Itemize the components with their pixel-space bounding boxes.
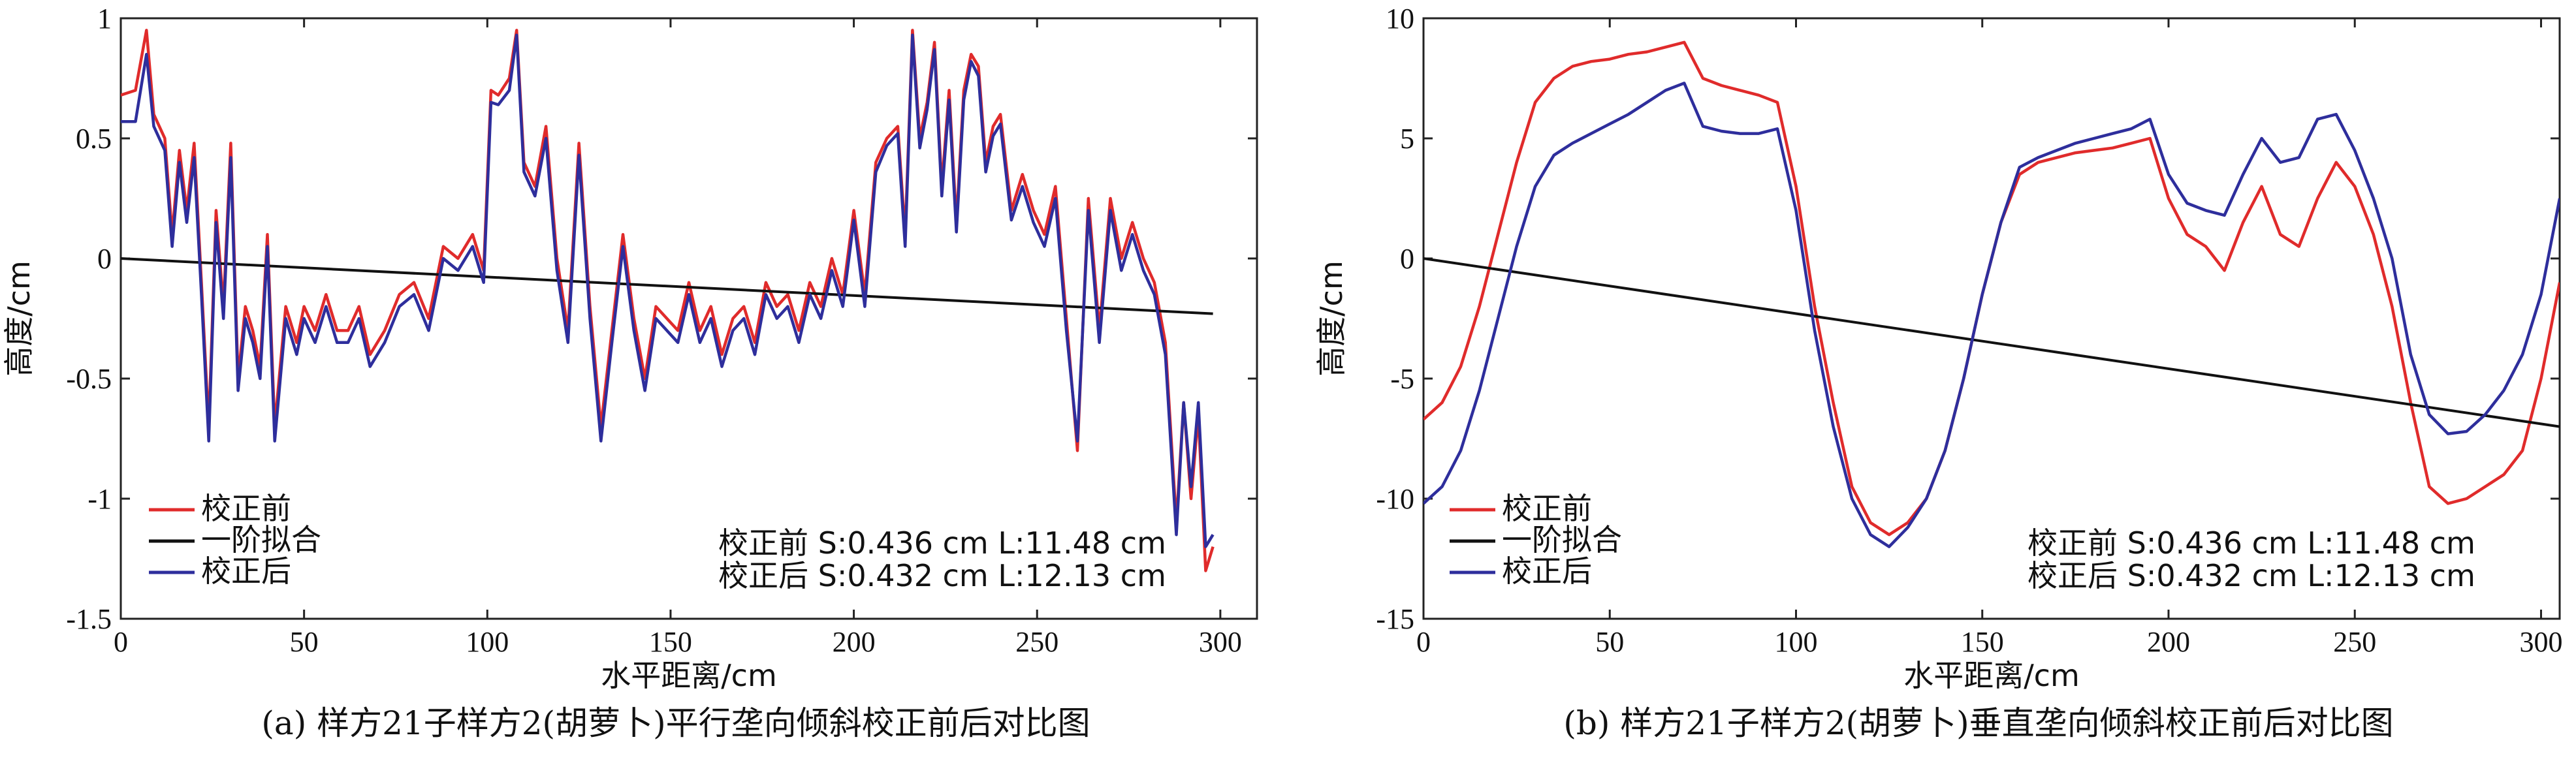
- y-tick-label: -5: [1390, 363, 1414, 395]
- x-tick-label: 300: [2519, 626, 2562, 658]
- x-tick-label: 0: [114, 626, 128, 658]
- y-tick-label: 0.5: [76, 123, 112, 155]
- stats-text: 校正前 S:0.436 cm L:11.48 cm: [718, 525, 1166, 561]
- y-tick-label: -15: [1376, 603, 1414, 635]
- panel-a: 0 50 100 150 200 250 300 -1.5 -1 -0.5 0 0.5 1 水平距离/cm…: [1, 3, 1258, 742]
- legend-label: 一阶拟合: [1502, 522, 1622, 557]
- y-tick-label: 5: [1400, 123, 1414, 155]
- x-tick-label: 50: [290, 626, 319, 658]
- x-tick-label: 250: [2333, 626, 2376, 658]
- y-axis-label: 高度/cm: [1, 260, 37, 377]
- legend-label: 校正前: [201, 491, 291, 526]
- series-line-after: [121, 33, 1215, 548]
- y-tick-label: -10: [1376, 483, 1414, 515]
- stats-text: 校正后 S:0.432 cm L:12.13 cm: [2027, 558, 2475, 593]
- series-line-fit: [1423, 257, 2560, 428]
- y-tick-label: -0.5: [66, 363, 112, 395]
- y-tick-label: 0: [97, 243, 112, 275]
- series-group: [121, 29, 1215, 572]
- x-tick-label: 0: [1416, 626, 1431, 658]
- y-axis-label: 高度/cm: [1314, 260, 1349, 377]
- x-axis-label: 水平距离/cm: [601, 658, 777, 693]
- y-tick-label: 0: [1400, 243, 1414, 275]
- stats-text: 校正后 S:0.432 cm L:12.13 cm: [718, 558, 1166, 593]
- x-tick-label: 250: [1015, 626, 1058, 658]
- x-tick-label: 300: [1199, 626, 1242, 658]
- figure-caption: (b) 样方21子样方2(胡萝卜)垂直垄向倾斜校正前后对比图: [1563, 704, 2393, 742]
- legend-label: 一阶拟合: [201, 522, 321, 557]
- panel-b: 0 50 100 150 200 250 300 -15 -10 -5 0 5 10 水平距离/cm 高度/…: [1314, 3, 2562, 742]
- x-tick-label: 200: [833, 626, 876, 658]
- x-tick-label: 150: [1961, 626, 2004, 658]
- x-tick-label: 50: [1595, 626, 1624, 658]
- y-tick-label: -1: [87, 483, 112, 515]
- series-line-after: [1423, 82, 2560, 548]
- legend-label: 校正前: [1502, 491, 1592, 526]
- legend-label: 校正后: [1502, 553, 1592, 589]
- stats-text: 校正前 S:0.436 cm L:11.48 cm: [2027, 525, 2475, 561]
- x-tick-label: 100: [1774, 626, 1817, 658]
- y-tick-label: 10: [1386, 3, 1414, 35]
- series-line-fit: [121, 257, 1213, 315]
- series-group: [1423, 40, 2560, 548]
- x-tick-label: 100: [466, 626, 509, 658]
- legend-label: 校正后: [201, 553, 291, 589]
- y-tick-label: 1: [97, 3, 112, 35]
- plot-frame: [1422, 17, 2561, 620]
- y-tick-label: -1.5: [66, 603, 112, 635]
- x-tick-label: 150: [649, 626, 692, 658]
- x-tick-label: 200: [2147, 626, 2190, 658]
- x-axis-label: 水平距离/cm: [1903, 658, 2080, 693]
- figure-caption: (a) 样方21子样方2(胡萝卜)平行垄向倾斜校正前后对比图: [261, 704, 1090, 742]
